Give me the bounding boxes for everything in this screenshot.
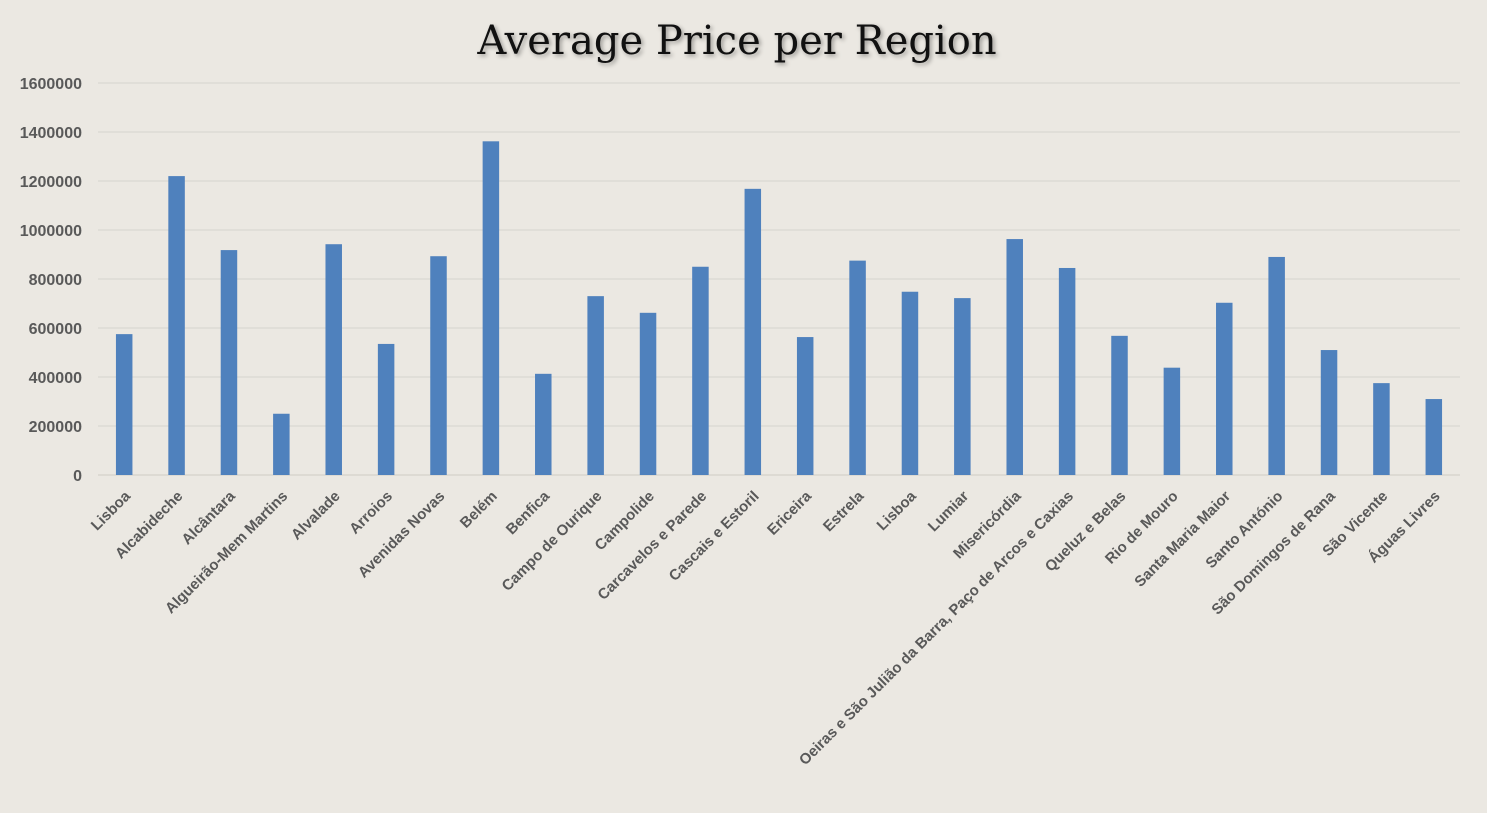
bar	[325, 244, 342, 475]
bar	[744, 188, 762, 475]
bar	[377, 343, 395, 475]
y-tick-label: 1000000	[20, 223, 82, 240]
bar	[220, 250, 238, 475]
chart-title: Average Price per Region	[476, 18, 996, 64]
y-axis-tick-labels: 0 200000 400000 600000 800000 1000000 1200000 1…	[20, 76, 82, 485]
y-tick-label: 800000	[29, 272, 82, 289]
x-category-label: Ericeira	[764, 487, 815, 538]
bar	[849, 260, 866, 475]
bar	[430, 256, 447, 475]
bar	[1163, 367, 1181, 475]
gridlines	[98, 82, 1460, 427]
y-tick-label: 1400000	[20, 125, 82, 142]
bar	[1425, 399, 1443, 475]
bar	[273, 413, 290, 475]
x-category-label: Campo de Ourique	[499, 488, 606, 595]
bar	[1373, 383, 1390, 475]
y-tick-label: 400000	[29, 370, 82, 387]
bar	[1320, 350, 1338, 475]
bar	[954, 298, 971, 475]
bar	[482, 141, 500, 475]
y-tick-label: 200000	[29, 419, 82, 436]
x-category-label: Lisboa	[874, 487, 921, 534]
bar	[587, 296, 604, 475]
x-category-label: Benfica	[503, 487, 554, 538]
bar	[639, 312, 657, 475]
y-tick-label: 1200000	[20, 174, 82, 191]
bar	[1111, 335, 1128, 475]
x-category-label: Estrela	[820, 487, 868, 535]
bars	[115, 141, 1443, 475]
y-tick-label: 1600000	[20, 76, 82, 93]
y-tick-label: 0	[73, 468, 82, 485]
bar	[901, 291, 919, 475]
x-category-label: Cascais e Estoril	[666, 488, 763, 585]
x-axis-category-labels: LisboaAlcabidecheAlcântaraAlgueirão-Mem …	[88, 487, 1444, 769]
bar	[1268, 256, 1285, 475]
bar	[692, 266, 709, 475]
bar	[168, 176, 185, 475]
bar	[115, 334, 133, 475]
x-category-label: Belém	[457, 488, 501, 532]
bar	[535, 373, 552, 475]
x-category-label: Santa Maria Maior	[1131, 488, 1234, 591]
x-category-label: Lisboa	[88, 487, 135, 534]
x-category-label: Arroios	[346, 488, 396, 538]
bar	[1006, 239, 1023, 475]
x-category-label: Lumiar	[925, 488, 972, 535]
bar	[796, 337, 814, 475]
bar	[1058, 267, 1076, 475]
y-tick-label: 600000	[29, 321, 82, 338]
bar	[1216, 302, 1233, 475]
x-category-label: Alvalade	[288, 488, 344, 544]
